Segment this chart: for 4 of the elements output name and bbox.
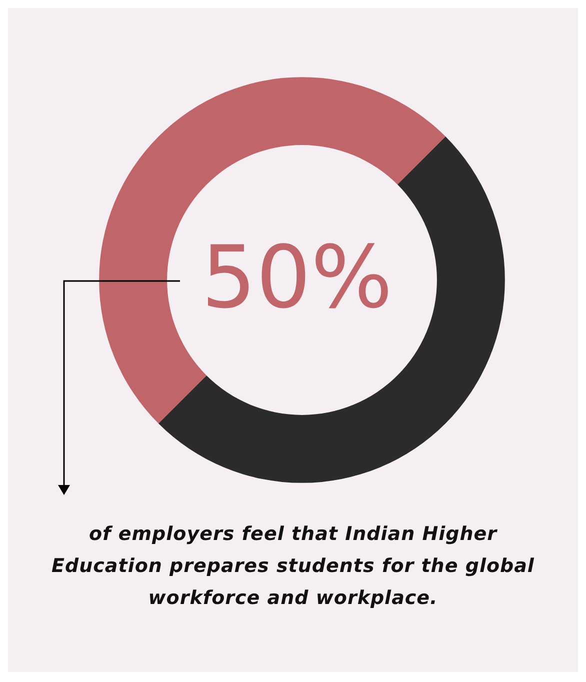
text: of employers feel that Indian Higher Education prepares students for the global workforce and workplace.: [50, 522, 536, 611]
data-label: 50%: [200, 228, 394, 328]
donut-slice: [99, 77, 446, 424]
donut-slice: [158, 136, 505, 483]
